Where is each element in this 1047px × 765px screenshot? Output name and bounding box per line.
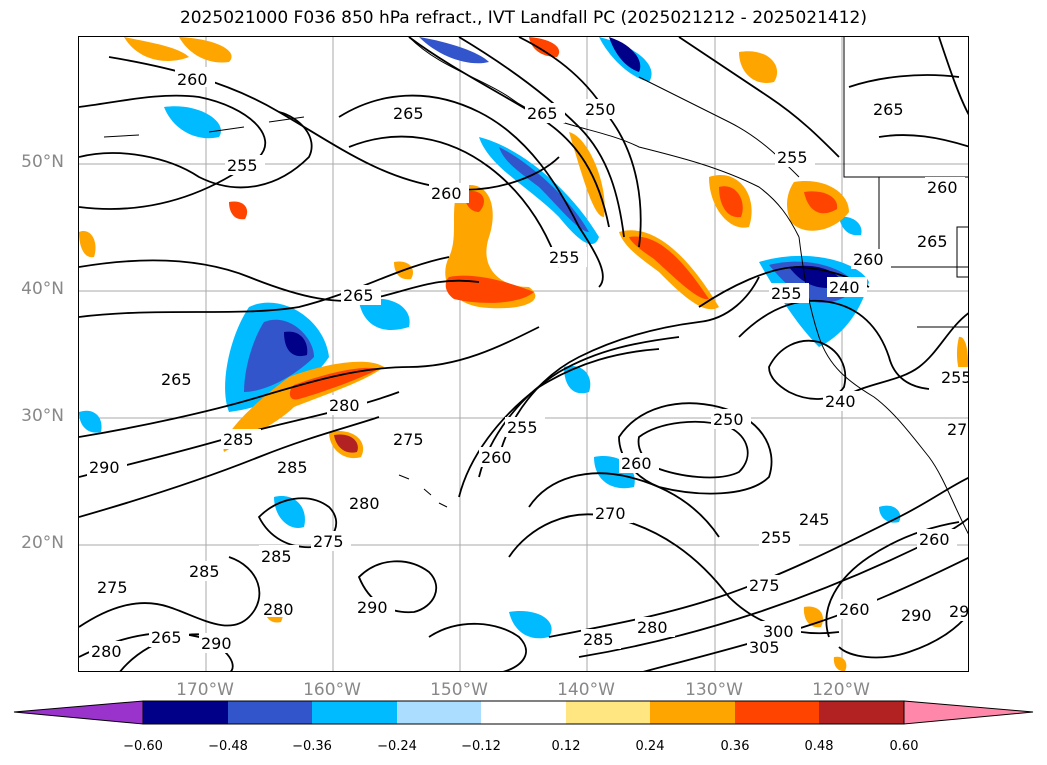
- contour-label: 255: [771, 284, 802, 303]
- contour-label: 275: [393, 430, 424, 449]
- colorbar-tick: −0.24: [377, 739, 417, 754]
- contour-label: 265: [343, 286, 374, 305]
- lon-label-150w: 150°W: [430, 680, 488, 700]
- colorbar-cell: [819, 701, 904, 724]
- contour-label: 260: [621, 454, 652, 473]
- colorbar-cell: [566, 701, 650, 724]
- contour-label: 245: [799, 510, 830, 529]
- colorbar-tick: −0.12: [461, 739, 501, 754]
- lat-label-50n: 50°N: [21, 152, 64, 172]
- colorbar-tick: 0.60: [889, 739, 919, 754]
- contour-label: 265: [161, 370, 192, 389]
- contour-label: 265: [527, 104, 558, 123]
- contour-label: 300: [763, 622, 794, 641]
- contour-label: 260: [177, 70, 208, 89]
- colorbar-tick: −0.60: [123, 739, 163, 754]
- map-title: 2025021000 F036 850 hPa refract., IVT La…: [179, 8, 867, 28]
- contour-label: 265: [917, 232, 948, 251]
- contour-label: 285: [277, 458, 308, 477]
- contour-label: 275: [749, 576, 780, 595]
- contour-label: 290: [901, 606, 932, 625]
- contour-label: 29: [949, 602, 969, 621]
- contour-label: 270: [595, 504, 626, 523]
- contour-label: 280: [637, 618, 668, 637]
- contour-label: 280: [91, 642, 122, 661]
- lon-label-130w: 130°W: [685, 680, 743, 700]
- contour-label: 285: [223, 430, 254, 449]
- lat-label-40n: 40°N: [21, 279, 64, 299]
- contour-label: 260: [431, 184, 462, 203]
- lon-label-140w: 140°W: [557, 680, 615, 700]
- contour-label: 255: [761, 528, 792, 547]
- contour-label: 260: [927, 178, 958, 197]
- contour-label: 255: [777, 148, 808, 167]
- contour-label: 240: [829, 278, 860, 297]
- colorbar-tick: 0.36: [720, 739, 750, 754]
- contour-label: 250: [713, 410, 744, 429]
- lat-label-30n: 30°N: [21, 406, 64, 426]
- contour-labels: 260 255 265 265 250 255 260 255 265 255 …: [87, 67, 969, 661]
- colorbar-cell: [228, 701, 312, 724]
- map-canvas: 260 255 265 265 250 255 260 255 265 255 …: [79, 37, 969, 671]
- contour-label: 265: [151, 628, 182, 647]
- contour-label: 285: [189, 562, 220, 581]
- map-panel: 260 255 265 265 250 255 260 255 265 255 …: [78, 36, 969, 672]
- contour-label: 255: [941, 368, 969, 387]
- contour-label: 255: [549, 248, 580, 267]
- contour-label: 260: [853, 250, 884, 269]
- lon-label-120w: 120°W: [812, 680, 870, 700]
- contour-label: 290: [89, 458, 120, 477]
- contour-label: 260: [481, 448, 512, 467]
- lon-label-160w: 160°W: [303, 680, 361, 700]
- contour-label: 280: [349, 494, 380, 513]
- colorbar-cell: [481, 701, 566, 724]
- contour-label: 255: [227, 156, 258, 175]
- colorbar-cell: [397, 701, 481, 724]
- contour-label: 255: [507, 418, 538, 437]
- contour-label: 265: [393, 104, 424, 123]
- contour-label: 275: [313, 532, 344, 551]
- contour-label: 260: [919, 530, 950, 549]
- contour-label: 305: [749, 638, 780, 657]
- colorbar-min-arrow: [13, 700, 144, 725]
- contour-label: 270: [947, 420, 969, 439]
- colorbar-max-arrow: [903, 700, 1034, 725]
- contour-label: 275: [97, 578, 128, 597]
- contour-label: 280: [263, 600, 294, 619]
- colorbar-tick: 0.48: [804, 739, 834, 754]
- gridlines: [79, 37, 968, 671]
- contour-label: 290: [201, 634, 232, 653]
- colorbar: [13, 700, 1034, 725]
- colorbar-tick: −0.36: [292, 739, 332, 754]
- colorbar-cell: [312, 701, 397, 724]
- contour-label: 265: [873, 100, 904, 119]
- colorbar-tick: 0.24: [635, 739, 665, 754]
- colorbar-cell: [735, 701, 819, 724]
- contour-label: 240: [825, 392, 856, 411]
- colorbar-cell: [650, 701, 735, 724]
- colorbar-cell: [143, 701, 228, 724]
- lon-label-170w: 170°W: [176, 680, 234, 700]
- contour-label: 280: [329, 396, 360, 415]
- shaded-fields: [79, 37, 968, 671]
- contour-label: 285: [583, 630, 614, 649]
- contour-label: 260: [839, 600, 870, 619]
- contour-label: 250: [585, 100, 616, 119]
- contour-label: 290: [357, 598, 388, 617]
- lat-label-20n: 20°N: [21, 533, 64, 553]
- contour-label: 285: [261, 547, 292, 566]
- colorbar-tick: 0.12: [551, 739, 581, 754]
- colorbar-tick: −0.48: [208, 739, 248, 754]
